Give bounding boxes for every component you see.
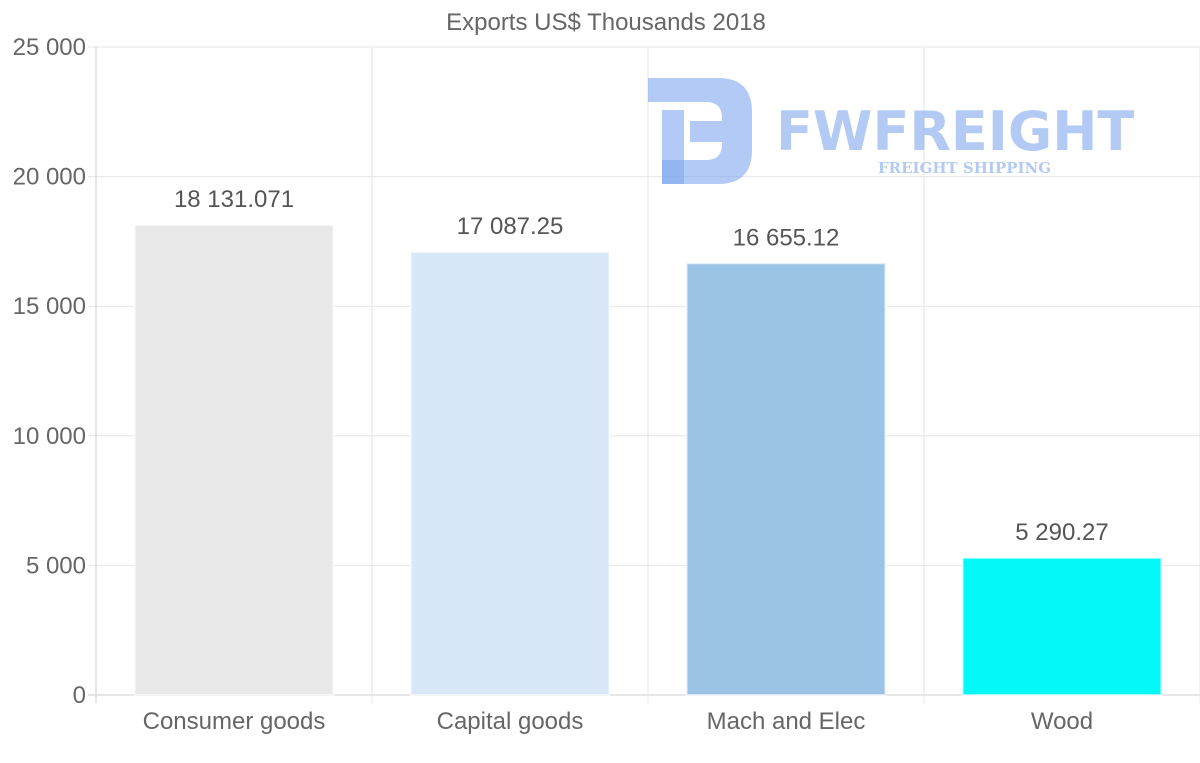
watermark-brand-text: FWFREIGHT [776,100,1134,163]
y-tick-label: 5 000 [26,552,86,579]
watermark: FWFREIGHT FREIGHT SHIPPING [648,78,1134,184]
bar-mach-and-elec[interactable] [685,262,887,696]
y-tick-label: 0 [73,682,86,709]
bar-value-label: 5 290.27 [1015,519,1108,546]
x-tick-label: Capital goods [437,708,584,735]
bar-value-label: 16 655.12 [733,224,840,251]
x-tick-label: Consumer goods [143,708,326,735]
y-tick-label: 25 000 [13,34,86,61]
watermark-tagline-text: FREIGHT SHIPPING [878,159,1051,177]
y-tick-label: 10 000 [13,423,86,450]
fw-logo-icon [648,78,752,184]
bar-value-label: 17 087.25 [457,213,564,240]
bar-wood[interactable] [961,556,1163,697]
bar-value-label: 18 131.071 [174,186,294,213]
bars [133,224,1163,697]
axes: 0 5 000 10 000 15 000 20 000 25 000 [13,34,86,709]
bar-capital-goods[interactable] [409,251,611,696]
x-tick-label: Mach and Elec [707,708,866,735]
labels: 18 131.071 Consumer goods 17 087.25 Capital… [143,186,1109,735]
y-tick-label: 20 000 [13,164,86,191]
x-tick-label: Wood [1031,708,1093,735]
chart-title: Exports US$ Thousands 2018 [446,9,766,36]
y-tick-label: 15 000 [13,293,86,320]
bar-consumer-goods[interactable] [133,224,335,696]
